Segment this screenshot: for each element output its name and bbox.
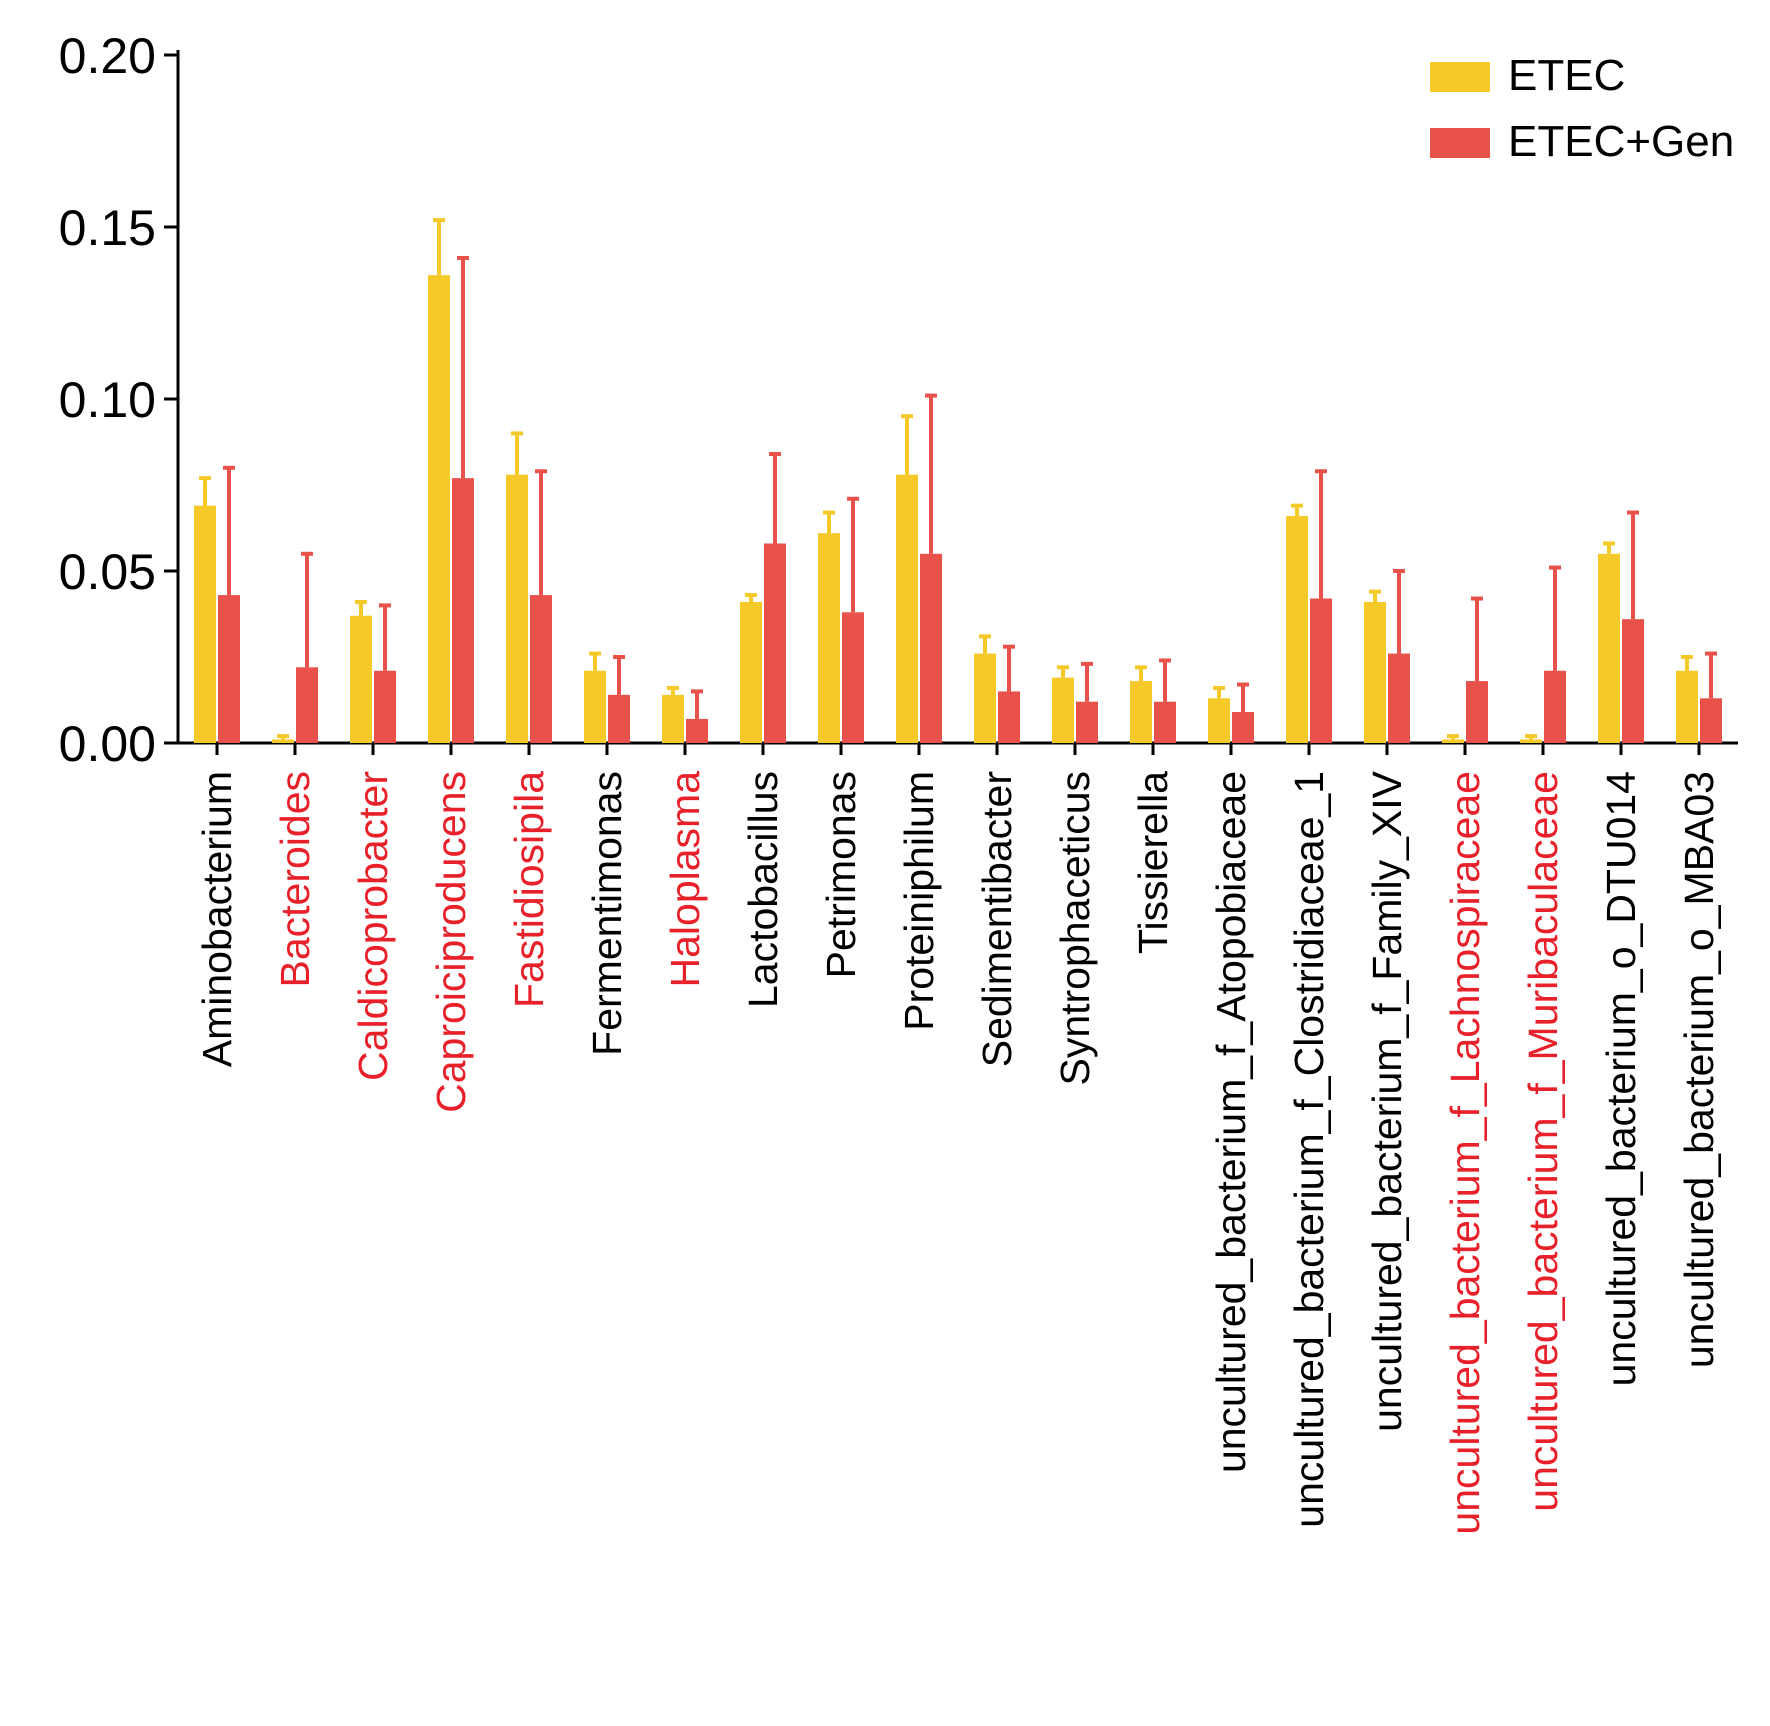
y-tick-label: 0.15 <box>59 200 156 256</box>
x-tick-label: uncultured_bacterium_f_Lachnospiraceae <box>1442 771 1488 1535</box>
x-tick-label: Sedimentibacter <box>974 771 1020 1067</box>
x-tick-label: Petrimonas <box>818 771 864 978</box>
bar-etec-gen <box>1544 670 1566 743</box>
bar-etec <box>506 474 528 743</box>
bar-etec-gen <box>1622 619 1644 743</box>
legend-label: ETEC <box>1508 51 1625 100</box>
x-tick-label: Fermentimonas <box>584 771 630 1056</box>
legend-label: ETEC+Gen <box>1508 117 1734 166</box>
bar-etec-gen <box>1310 598 1332 743</box>
bar-etec-gen <box>296 667 318 743</box>
bar-etec <box>896 474 918 743</box>
legend-swatch-etec <box>1430 62 1490 92</box>
bar-etec-gen <box>998 691 1020 743</box>
bar-etec <box>1442 739 1464 743</box>
x-tick-label: Lactobacillus <box>740 771 786 1008</box>
bar-etec <box>974 653 996 743</box>
bar-etec <box>1208 698 1230 743</box>
bar-etec-gen <box>764 543 786 743</box>
x-tick-label: Aminobacterium <box>194 771 240 1067</box>
x-tick-label: Tissierella <box>1130 771 1176 954</box>
bar-etec-gen <box>1466 681 1488 743</box>
bar-etec-gen <box>530 595 552 743</box>
bar-etec-gen <box>1700 698 1722 743</box>
bar-etec <box>1364 601 1386 743</box>
bar-etec-gen <box>1076 701 1098 743</box>
x-tick-label: Caproiciproducens <box>428 771 474 1113</box>
bar-etec <box>662 694 684 743</box>
bar-etec <box>350 615 372 743</box>
bar-etec-gen <box>686 718 708 743</box>
bar-etec <box>818 533 840 743</box>
bar-etec <box>740 601 762 743</box>
bar-etec-gen <box>920 553 942 743</box>
bar-etec <box>1130 681 1152 743</box>
bar-etec-gen <box>452 478 474 743</box>
bar-etec <box>428 275 450 743</box>
x-tick-label: uncultured_bacterium_o_MBA03 <box>1676 771 1722 1368</box>
bar-etec <box>1676 670 1698 743</box>
bar-etec-gen <box>608 694 630 743</box>
bar-etec <box>1052 677 1074 743</box>
y-tick-label: 0.20 <box>59 28 156 84</box>
y-tick-label: 0.10 <box>59 372 156 428</box>
x-tick-label: uncultured_bacterium_f_Muribaculaceae <box>1520 771 1566 1512</box>
bar-etec <box>584 670 606 743</box>
bar-etec-gen <box>374 670 396 743</box>
x-tick-label: uncultured_bacterium_f_Clostridiaceae_1 <box>1286 771 1332 1528</box>
bar-etec <box>1598 553 1620 743</box>
bar-etec-gen <box>1232 712 1254 743</box>
bar-etec-gen <box>842 612 864 743</box>
x-tick-label: uncultured_bacterium_o_DTU014 <box>1598 771 1644 1386</box>
x-tick-label: Syntrophaceticus <box>1052 771 1098 1086</box>
x-tick-label: Proteiniphilum <box>896 771 942 1031</box>
x-tick-label: Haloplasma <box>662 771 708 988</box>
bar-etec-gen <box>1388 653 1410 743</box>
bar-etec-gen <box>1154 701 1176 743</box>
x-tick-label: uncultured_bacterium_f_Family_XIV <box>1364 770 1410 1432</box>
plot-area: 0.00 0.05 0.10 0.15 0.20 Aminobacterium Bacter… <box>59 28 1738 1535</box>
legend-swatch-etec-gen <box>1430 128 1490 158</box>
bar-etec-gen <box>218 595 240 743</box>
x-tick-label: Fastidiosipila <box>506 771 552 1008</box>
y-tick-label: 0.05 <box>59 544 156 600</box>
x-tick-label: Caldicoprobacter <box>350 771 396 1081</box>
bar-etec <box>1520 739 1542 743</box>
y-tick-label: 0.00 <box>59 716 156 772</box>
x-tick-label: Bacteroides <box>272 771 318 988</box>
bar-etec <box>272 739 294 743</box>
x-tick-label: uncultured_bacterium_f_Atopobiaceae <box>1208 771 1254 1473</box>
bar-etec <box>1286 515 1308 743</box>
legend: ETEC ETEC+Gen <box>1430 51 1734 166</box>
bar-etec <box>194 505 216 743</box>
